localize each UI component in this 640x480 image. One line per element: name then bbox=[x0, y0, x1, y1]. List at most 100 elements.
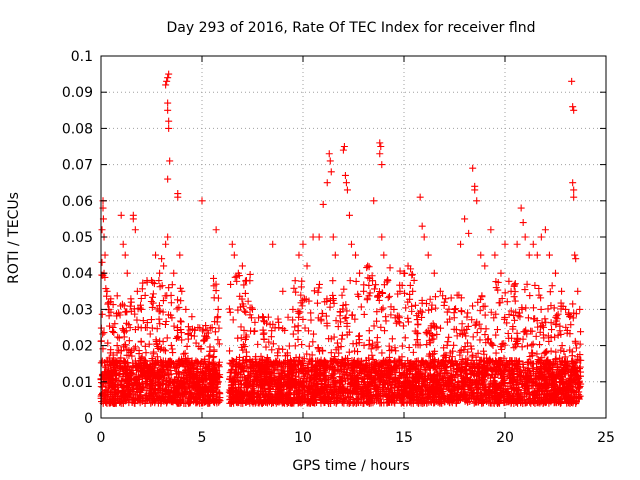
data-point bbox=[115, 395, 123, 403]
data-point bbox=[484, 372, 492, 380]
data-point bbox=[167, 299, 175, 307]
data-point bbox=[559, 376, 567, 384]
data-point bbox=[480, 347, 488, 355]
data-point bbox=[464, 309, 472, 317]
data-point bbox=[452, 326, 460, 334]
data-point bbox=[314, 345, 322, 353]
data-point bbox=[212, 366, 220, 374]
data-point bbox=[226, 347, 234, 355]
data-point bbox=[394, 318, 402, 326]
data-point bbox=[105, 354, 113, 362]
data-point bbox=[359, 391, 367, 399]
data-point bbox=[388, 378, 396, 386]
data-point bbox=[262, 376, 270, 384]
data-point bbox=[180, 350, 188, 358]
data-point bbox=[419, 373, 427, 381]
data-point bbox=[351, 359, 359, 367]
data-point bbox=[399, 322, 407, 330]
data-point bbox=[451, 357, 459, 365]
data-point bbox=[210, 397, 218, 405]
data-point bbox=[422, 396, 430, 404]
data-point bbox=[260, 379, 268, 387]
data-point bbox=[354, 348, 362, 356]
data-point bbox=[278, 363, 286, 371]
data-point bbox=[264, 382, 272, 390]
data-point bbox=[185, 367, 193, 375]
data-point bbox=[468, 394, 476, 402]
data-point bbox=[242, 308, 250, 316]
data-point bbox=[295, 313, 303, 321]
data-point bbox=[481, 331, 489, 339]
data-point bbox=[265, 362, 273, 370]
data-point bbox=[162, 318, 170, 325]
data-point bbox=[530, 396, 538, 404]
data-point bbox=[541, 383, 549, 391]
data-point bbox=[351, 315, 359, 323]
data-point bbox=[455, 291, 463, 299]
data-point bbox=[260, 318, 268, 326]
data-point bbox=[270, 359, 278, 367]
data-point bbox=[413, 336, 421, 344]
data-point bbox=[330, 395, 338, 403]
data-point bbox=[569, 300, 577, 308]
data-point bbox=[562, 386, 570, 394]
data-point bbox=[188, 360, 196, 368]
data-point bbox=[439, 292, 447, 300]
data-point bbox=[463, 339, 471, 347]
data-point bbox=[526, 395, 534, 403]
data-point bbox=[216, 389, 224, 397]
data-point bbox=[204, 329, 212, 337]
data-point bbox=[413, 329, 421, 337]
data-point bbox=[281, 358, 289, 366]
data-point bbox=[125, 321, 133, 329]
data-point bbox=[193, 399, 201, 407]
data-point bbox=[299, 315, 307, 323]
data-point bbox=[571, 389, 579, 397]
data-point bbox=[437, 324, 445, 332]
data-point bbox=[500, 315, 508, 323]
data-point bbox=[300, 355, 308, 363]
data-point bbox=[133, 384, 141, 392]
data-point bbox=[111, 320, 119, 328]
data-point bbox=[288, 365, 296, 373]
data-point bbox=[501, 341, 509, 349]
data-point bbox=[160, 397, 168, 405]
data-point bbox=[510, 369, 518, 377]
data-point bbox=[322, 312, 330, 320]
data-point bbox=[323, 319, 331, 327]
data-point bbox=[292, 288, 300, 296]
data-point bbox=[246, 270, 254, 278]
data-point bbox=[100, 379, 108, 387]
data-point bbox=[193, 358, 201, 366]
data-point bbox=[378, 349, 386, 357]
data-point bbox=[572, 371, 580, 379]
data-point bbox=[427, 398, 435, 406]
data-point bbox=[385, 373, 393, 381]
data-point bbox=[396, 267, 404, 275]
data-point bbox=[523, 342, 531, 350]
data-point bbox=[300, 295, 308, 303]
data-point bbox=[291, 323, 299, 331]
data-point bbox=[120, 394, 128, 402]
data-point bbox=[180, 379, 188, 387]
data-point bbox=[119, 325, 127, 333]
data-point bbox=[533, 350, 541, 358]
data-point bbox=[399, 370, 407, 378]
data-point bbox=[554, 310, 562, 318]
data-point bbox=[292, 396, 300, 404]
data-point bbox=[118, 300, 126, 308]
data-point bbox=[304, 398, 312, 406]
data-point bbox=[438, 377, 446, 385]
data-point bbox=[298, 302, 306, 310]
data-point bbox=[148, 293, 156, 301]
data-point bbox=[290, 369, 298, 377]
data-point bbox=[340, 285, 348, 293]
data-point bbox=[454, 365, 462, 373]
data-point bbox=[571, 370, 579, 378]
data-point bbox=[297, 291, 305, 299]
data-point bbox=[401, 334, 409, 342]
data-point bbox=[237, 323, 245, 331]
data-point bbox=[237, 334, 245, 342]
data-point bbox=[550, 371, 558, 379]
data-point bbox=[345, 328, 353, 336]
